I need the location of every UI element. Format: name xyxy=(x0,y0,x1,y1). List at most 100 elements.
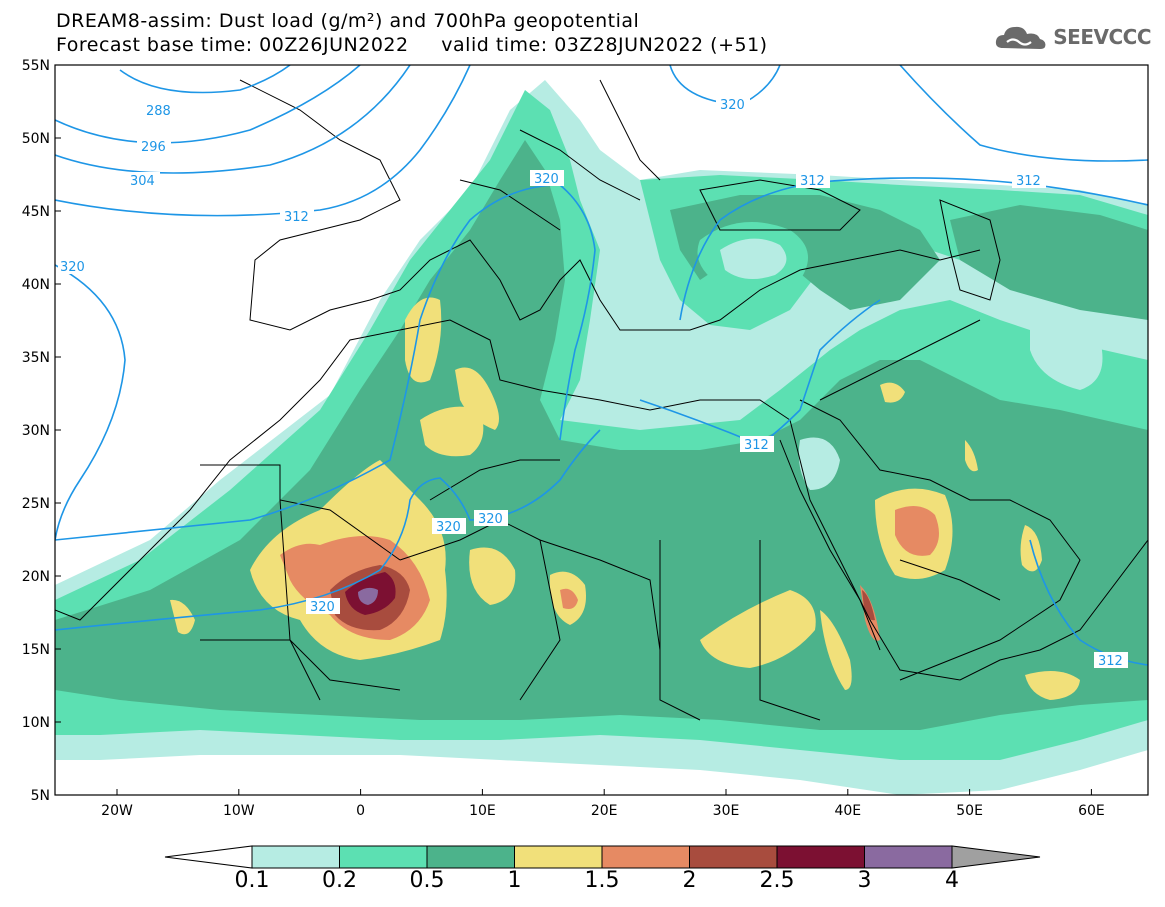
colorbar-label: 0.2 xyxy=(322,868,357,893)
latitude-axis: 55N 50N 45N 40N 35N 30N 25N 20N 15N 10N 5N xyxy=(22,58,61,804)
colorbar-high-arrow xyxy=(951,845,1041,869)
dust-level-1 xyxy=(1025,671,1080,700)
border-africa-3 xyxy=(429,459,560,501)
lat-label: 30N xyxy=(22,423,50,439)
colorbar-swatch xyxy=(426,845,515,869)
contour-label: 320 xyxy=(58,258,92,275)
contour-label: 320 xyxy=(716,96,750,113)
dust-fields xyxy=(55,80,1148,795)
contour-304 xyxy=(55,65,411,174)
lat-label: 15N xyxy=(22,642,50,658)
svg-text:312: 312 xyxy=(800,174,825,189)
dust-level-1 xyxy=(455,367,499,430)
dust-level-1 xyxy=(700,590,816,668)
svg-text:312: 312 xyxy=(1016,174,1041,189)
dust-level-3 xyxy=(358,587,378,605)
svg-text:320: 320 xyxy=(478,512,503,527)
contour-312-west xyxy=(55,65,471,217)
contour-label: 288 xyxy=(142,102,176,119)
svg-text:296: 296 xyxy=(141,140,166,155)
contour-label: 312 xyxy=(1094,652,1128,669)
contour-320-sahara xyxy=(55,429,601,631)
colorbar-swatch xyxy=(864,845,953,869)
colorbar-swatch xyxy=(339,845,428,869)
dust-level-2 xyxy=(862,590,875,621)
colorbar-swatch xyxy=(601,845,690,869)
colorbar-swatch xyxy=(689,845,778,869)
colorbar-swatch xyxy=(776,845,865,869)
dust-level-1-5 xyxy=(560,588,578,609)
lon-label: 40E xyxy=(834,803,861,819)
contour-label: 296 xyxy=(137,138,171,155)
dust-level-1 xyxy=(469,547,516,605)
colorbar-label: 1 xyxy=(507,868,522,893)
coastline-europe xyxy=(239,79,981,331)
svg-text:304: 304 xyxy=(130,174,155,189)
coastline-caspian xyxy=(939,199,1001,301)
colorbar-label: 4 xyxy=(945,868,959,893)
contour-label: 312 xyxy=(796,172,830,189)
contour-296 xyxy=(55,65,361,144)
dust-level-1 xyxy=(405,297,442,383)
dust-level-1 xyxy=(965,440,978,472)
lon-label: 50E xyxy=(956,803,983,819)
coastline-africa xyxy=(55,319,1148,681)
contour-label: 312 xyxy=(280,208,314,225)
border-mideast-2 xyxy=(899,559,1001,601)
coastline-arabia xyxy=(799,399,1081,681)
contour-320-east xyxy=(899,65,1148,162)
colorbar-swatch xyxy=(251,845,340,869)
dust-gap-0-1 xyxy=(798,437,840,490)
lon-label: 20W xyxy=(101,803,133,819)
border-africa-5 xyxy=(519,539,561,701)
border-africa-7 xyxy=(200,639,401,691)
contour-312-east xyxy=(639,299,881,446)
svg-text:288: 288 xyxy=(146,104,171,119)
lat-label: 5N xyxy=(31,788,50,804)
contour-label: 320 xyxy=(306,598,340,615)
coastline-red-sea xyxy=(779,439,881,651)
border-mideast-1 xyxy=(819,319,981,401)
dust-level-1-5 xyxy=(895,506,939,556)
contour-label-group: 288 296 304 312 320 320 320 320 320 320 … xyxy=(58,96,1128,669)
svg-text:312: 312 xyxy=(1098,654,1123,669)
colorbar xyxy=(164,845,1041,869)
lat-label: 10N xyxy=(22,715,50,731)
border-africa-4 xyxy=(659,540,701,721)
dust-level-1 xyxy=(820,610,852,690)
svg-text:320: 320 xyxy=(534,172,559,187)
lat-label: 45N xyxy=(22,204,50,220)
lat-label: 20N xyxy=(22,569,50,585)
lat-label: 50N xyxy=(22,131,50,147)
svg-text:320: 320 xyxy=(310,600,335,615)
longitude-axis: 20W 10W 0 10E 20E 30E 40E 50E 60E xyxy=(101,789,1105,819)
seevccc-logo: SEEVCCC xyxy=(993,22,1151,52)
contour-label: 304 xyxy=(126,172,160,189)
contour-label: 312 xyxy=(740,436,774,453)
contour-label: 320 xyxy=(530,170,564,187)
coastlines xyxy=(55,79,1148,721)
lat-label: 35N xyxy=(22,350,50,366)
contour-label: 312 xyxy=(1012,172,1046,189)
border-europe-3 xyxy=(599,79,661,181)
colorbar-label: 0.5 xyxy=(409,868,445,893)
coastline-blacksea xyxy=(699,179,861,231)
svg-text:320: 320 xyxy=(436,520,461,535)
dust-level-1 xyxy=(1020,525,1042,572)
svg-text:312: 312 xyxy=(744,438,769,453)
lon-label: 10W xyxy=(223,803,255,819)
lon-label: 10E xyxy=(469,803,496,819)
dust-level-1 xyxy=(880,382,905,403)
contour-320-west xyxy=(55,184,596,541)
dust-gap-0-1 xyxy=(720,238,787,279)
colorbar-swatch xyxy=(514,845,603,869)
lat-label: 55N xyxy=(22,58,50,74)
colorbar-label: 0.1 xyxy=(234,868,270,893)
border-africa-8 xyxy=(759,540,821,721)
dust-level-0-5 xyxy=(950,205,1148,320)
svg-text:320: 320 xyxy=(720,98,745,113)
border-europe-2 xyxy=(459,179,561,231)
colorbar-label: 2.5 xyxy=(759,868,795,893)
lon-label: 20E xyxy=(591,803,618,819)
